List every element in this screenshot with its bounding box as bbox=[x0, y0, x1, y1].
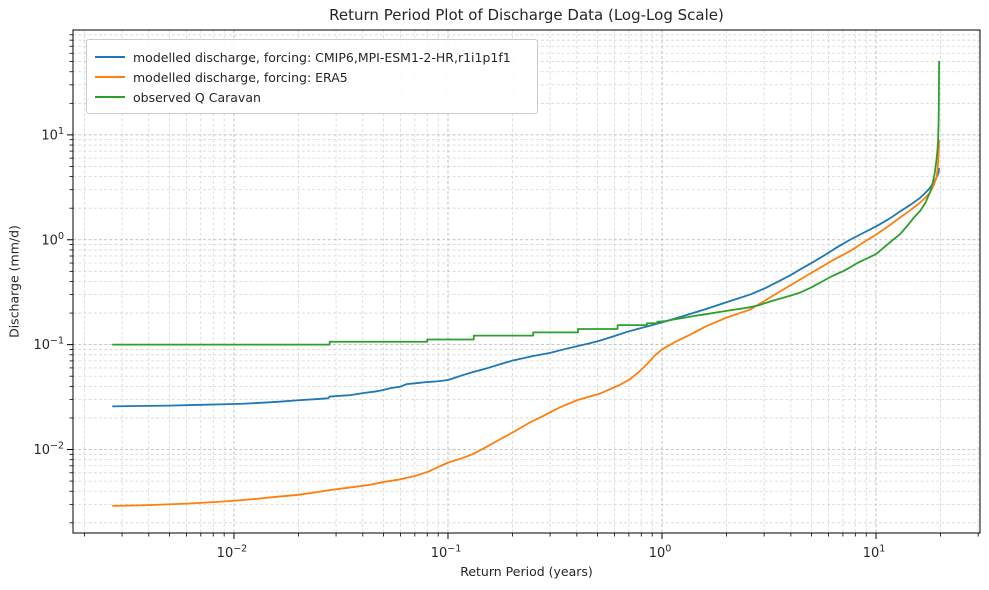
x-tick-label: 101 bbox=[863, 544, 886, 562]
series-line-1 bbox=[112, 139, 940, 507]
legend-entry: observed Q Caravan bbox=[95, 87, 527, 107]
x-tick-label: 10−2 bbox=[217, 544, 248, 562]
legend: modelled discharge, forcing: CMIP6,MPI-E… bbox=[86, 39, 538, 114]
legend-entry: modelled discharge, forcing: ERA5 bbox=[95, 67, 527, 87]
chart-title: Return Period Plot of Discharge Data (Lo… bbox=[329, 6, 724, 24]
x-tick-label: 10−1 bbox=[431, 544, 462, 562]
y-tick-label: 100 bbox=[41, 231, 64, 249]
series-line-0 bbox=[112, 167, 940, 408]
legend-label: modelled discharge, forcing: CMIP6,MPI-E… bbox=[133, 49, 511, 65]
legend-label: observed Q Caravan bbox=[133, 89, 261, 105]
x-axis-label: Return Period (years) bbox=[460, 564, 593, 579]
x-tick-label: 100 bbox=[649, 544, 672, 562]
legend-label: modelled discharge, forcing: ERA5 bbox=[133, 69, 348, 85]
legend-line-sample-cmip6 bbox=[95, 56, 125, 58]
y-axis-label: Discharge (mm/d) bbox=[6, 225, 22, 338]
series-line-2 bbox=[112, 60, 940, 346]
y-tick-label: 10−1 bbox=[33, 336, 64, 354]
y-tick-label: 10−2 bbox=[33, 441, 64, 459]
plot-frame bbox=[72, 29, 981, 534]
y-tick-label: 101 bbox=[41, 126, 64, 144]
legend-entry: modelled discharge, forcing: CMIP6,MPI-E… bbox=[95, 47, 527, 67]
legend-line-sample-era5 bbox=[95, 76, 125, 78]
legend-line-sample-observed bbox=[95, 96, 125, 98]
